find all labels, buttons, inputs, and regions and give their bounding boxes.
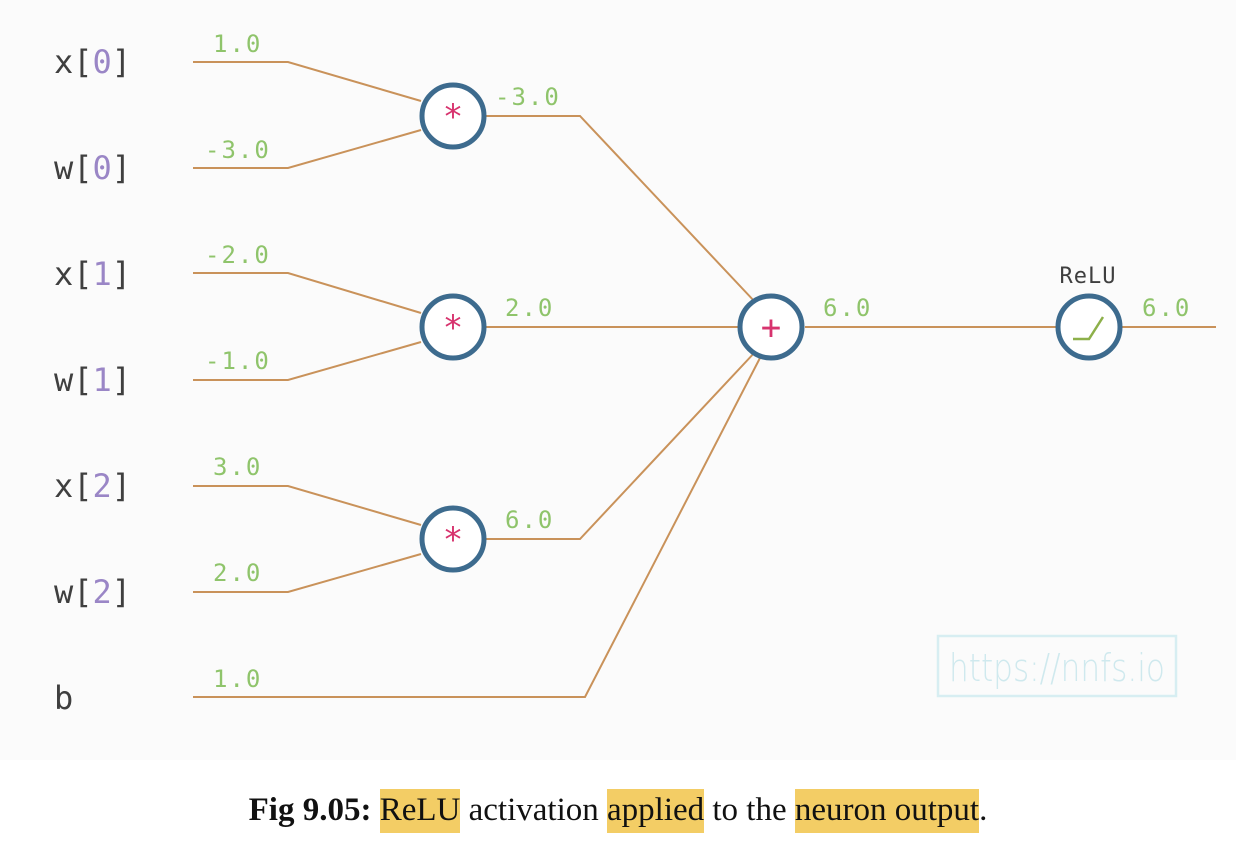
- multiply-node-ring: [419, 293, 487, 361]
- input-label-b: b: [54, 679, 73, 717]
- relu-output: 6.0: [1142, 294, 1191, 322]
- wire-b: [193, 355, 762, 698]
- multiply-node-ring: [419, 505, 487, 573]
- multiply-node-2: *: [419, 505, 487, 573]
- wire-w1: [193, 341, 422, 381]
- caption-text-to-the: to the: [712, 792, 787, 828]
- wire-w0: [193, 129, 422, 169]
- input-label-w0: w[0]: [54, 149, 131, 187]
- multiply-node-1: *: [419, 293, 487, 361]
- multiply-icon: *: [443, 308, 463, 348]
- multiply-icon: *: [443, 97, 463, 137]
- wire-x2: [193, 485, 422, 526]
- input-label-w1: w[1]: [54, 361, 131, 399]
- multiply-output-2: 6.0: [505, 506, 554, 534]
- input-labels: x[0] w[0] x[1] w[1] x[2] w[2] b: [54, 43, 131, 717]
- caption-text-activation: activation: [468, 792, 599, 828]
- value-b: 1.0: [213, 665, 262, 693]
- relu-node-ring: [1055, 293, 1123, 361]
- figure-label: Fig 9.05:: [248, 792, 372, 828]
- input-label-x2: x[2]: [54, 467, 131, 505]
- caption-highlight-neuron-output: neuron output: [794, 789, 980, 833]
- wire-x0: [193, 61, 422, 102]
- multiply-icon: *: [443, 520, 463, 560]
- relu-node: [1055, 293, 1123, 361]
- wire-w2: [193, 553, 422, 593]
- sum-node-ring: [737, 293, 805, 361]
- caption-period: .: [979, 792, 988, 828]
- multiply-node-0: *: [419, 82, 487, 150]
- value-x1: -2.0: [205, 241, 271, 269]
- value-w1: -1.0: [205, 347, 271, 375]
- wires: [193, 61, 1216, 698]
- watermark-frame: [936, 634, 1178, 698]
- input-values: 1.0 -3.0 -2.0 -1.0 3.0 2.0 1.0: [205, 30, 271, 693]
- sum-output: 6.0: [823, 294, 872, 322]
- multiply-output-0: -3.0: [495, 83, 561, 111]
- multiply-output-1: 2.0: [505, 294, 554, 322]
- input-label-x0: x[0]: [54, 43, 131, 81]
- value-x0: 1.0: [213, 30, 262, 58]
- relu-title: ReLU: [1060, 264, 1117, 289]
- watermark: https://nnfs.io: [936, 634, 1178, 698]
- value-w0: -3.0: [205, 136, 271, 164]
- watermark-text: https://nnfs.io: [949, 646, 1165, 690]
- relu-curve-icon: [1073, 316, 1105, 341]
- wire-x1: [193, 272, 422, 314]
- multiply-node-ring: [419, 82, 487, 150]
- value-w2: 2.0: [213, 559, 262, 587]
- sum-node: +: [737, 293, 805, 361]
- wire-mul2-out: [486, 350, 757, 540]
- caption-highlight-relu: ReLU: [379, 789, 461, 833]
- input-label-w2: w[2]: [54, 573, 131, 611]
- figure-caption: Fig 9.05: ReLU activation applied to the…: [0, 789, 1236, 833]
- plus-icon: +: [761, 308, 781, 348]
- wire-mul0-out: [486, 115, 757, 304]
- caption-highlight-applied: applied: [607, 789, 705, 833]
- value-x2: 3.0: [213, 453, 262, 481]
- input-label-x1: x[1]: [54, 255, 131, 293]
